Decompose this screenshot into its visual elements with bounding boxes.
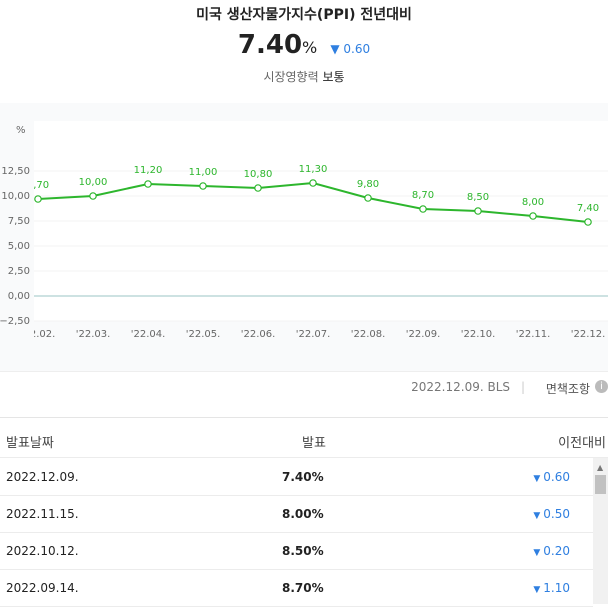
change: ▼ 0.60 bbox=[533, 470, 570, 484]
change: ▼ 0.50 bbox=[533, 507, 570, 521]
date: 2022.09.14. bbox=[6, 581, 79, 595]
down-arrow: ▼ bbox=[533, 548, 541, 558]
table-row: 2022.11.15. 8.00% ▼ 0.50 bbox=[0, 495, 593, 533]
value-label: 8,00 bbox=[522, 197, 544, 208]
point bbox=[529, 212, 537, 220]
x-tick-label: '22.12. bbox=[571, 329, 606, 340]
scroll-thumb[interactable] bbox=[595, 475, 606, 494]
col-header: 발표날짜 bbox=[6, 436, 54, 451]
table-row: 2022.12.09. 7.40% ▼ 0.60 bbox=[0, 458, 593, 496]
value-label: 8,70 bbox=[412, 190, 434, 201]
y-tick-label: 10,00 bbox=[1, 191, 30, 202]
value-label: 10,80 bbox=[244, 169, 273, 180]
down-arrow: ▼ bbox=[533, 474, 541, 484]
headline: 7.40% ▼ 0.60 bbox=[0, 30, 608, 60]
down-arrow: ▼ bbox=[533, 585, 541, 595]
change: ▼ 1.10 bbox=[533, 581, 570, 595]
point bbox=[89, 192, 97, 200]
change: ▼ 0.60 bbox=[330, 42, 371, 56]
y-unit: % bbox=[16, 125, 26, 136]
scroll-up[interactable]: ▲ bbox=[597, 463, 604, 472]
info-icon[interactable]: i bbox=[595, 380, 608, 393]
x-tick-label: '22.10. bbox=[461, 329, 496, 340]
disclaimer[interactable]: 면책조항 bbox=[545, 382, 590, 396]
unit: % bbox=[302, 38, 318, 57]
point bbox=[309, 179, 317, 187]
table-row: 2022.10.12. 8.50% ▼ 0.20 bbox=[0, 532, 593, 570]
y-tick-label: 5,00 bbox=[8, 241, 30, 252]
x-tick-label: '22.05. bbox=[186, 329, 221, 340]
value: 8.50% bbox=[282, 544, 324, 558]
value-label: 11,20 bbox=[134, 165, 163, 176]
change-value: 0.60 bbox=[343, 42, 371, 56]
y-tick-label: 0,00 bbox=[8, 291, 30, 302]
change: ▼ 0.20 bbox=[533, 544, 570, 558]
point bbox=[34, 195, 42, 203]
change-value: 0.60 bbox=[543, 470, 570, 484]
y-tick-label: 2,50 bbox=[8, 266, 30, 277]
plot: 9,70 '22.02. 10,00 '22.03. 11,20 '22.04. 11,00… bbox=[21, 164, 608, 340]
point bbox=[364, 194, 372, 202]
point bbox=[474, 207, 482, 215]
value: 8.70% bbox=[282, 581, 324, 595]
impact-value: 보통 bbox=[322, 70, 345, 84]
col-header: 발표 bbox=[302, 436, 326, 451]
value-label: 10,00 bbox=[79, 177, 108, 188]
x-tick-label: '22.04. bbox=[131, 329, 166, 340]
point bbox=[144, 180, 152, 188]
col-header: 이전대비 bbox=[558, 436, 606, 451]
x-tick-label: '22.03. bbox=[76, 329, 111, 340]
source-bar: 2022.12.09. BLS | 면책조항 i bbox=[0, 371, 608, 418]
value-label: 11,00 bbox=[189, 167, 218, 178]
down-arrow: ▼ bbox=[533, 511, 541, 521]
change-value: 1.10 bbox=[543, 581, 570, 595]
point bbox=[419, 205, 427, 213]
x-tick-label: '22.07. bbox=[296, 329, 331, 340]
value: 8.00% bbox=[282, 507, 324, 521]
value-label: 9,70 bbox=[27, 180, 49, 191]
x-tick-label: '22.11. bbox=[516, 329, 551, 340]
date: 2022.10.12. bbox=[6, 544, 79, 558]
value: 7.40% bbox=[282, 470, 324, 484]
table-header: 발표날짜 발표 이전대비 bbox=[0, 420, 608, 458]
y-tick-label: −2,50 bbox=[0, 316, 30, 327]
impact-label: 시장영향력 bbox=[263, 70, 319, 84]
divider: | bbox=[520, 380, 525, 394]
date: 2022.11.15. bbox=[6, 507, 79, 521]
x-tick-label: '22.02. bbox=[21, 329, 56, 340]
source: 2022.12.09. BLS bbox=[411, 380, 510, 394]
y-tick-label: 12,50 bbox=[1, 166, 30, 177]
value-label: 7,40 bbox=[577, 203, 599, 214]
value: 7.40 bbox=[237, 30, 303, 60]
value-label: 11,30 bbox=[299, 164, 328, 175]
point bbox=[199, 182, 207, 190]
x-tick-label: '22.08. bbox=[351, 329, 386, 340]
x-tick-label: '22.09. bbox=[406, 329, 441, 340]
x-tick-label: '22.06. bbox=[241, 329, 276, 340]
point bbox=[254, 184, 262, 192]
chart: % 9,70 '22.02. 10,00 '22.03. 11,20 '22.04. 11,… bbox=[0, 103, 608, 371]
change-value: 0.50 bbox=[543, 507, 570, 521]
value-label: 8,50 bbox=[467, 192, 489, 203]
scrollbar[interactable]: ▲ bbox=[593, 458, 608, 604]
point bbox=[584, 218, 592, 226]
change-value: 0.20 bbox=[543, 544, 570, 558]
y-tick-label: 7,50 bbox=[8, 216, 30, 227]
title: 미국 생산자물가지수(PPI) 전년대비 bbox=[196, 7, 412, 23]
table-row: 2022.09.14. 8.70% ▼ 1.10 bbox=[0, 569, 593, 607]
date: 2022.12.09. bbox=[6, 470, 79, 484]
value-label: 9,80 bbox=[357, 179, 379, 190]
impact: 시장영향력 보통 bbox=[0, 68, 608, 85]
